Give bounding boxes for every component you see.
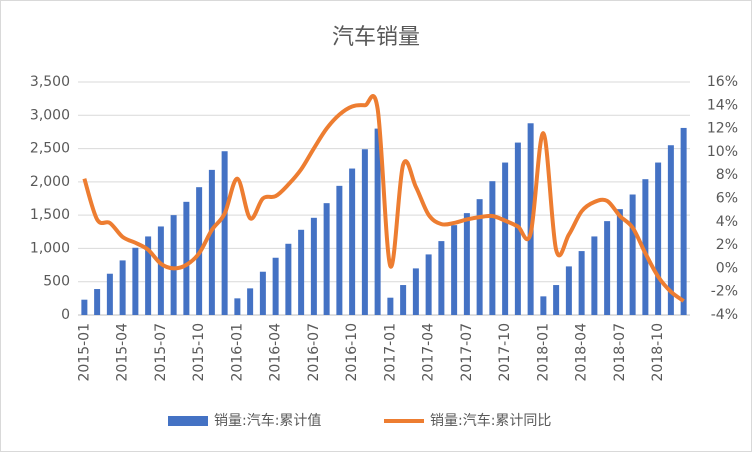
y2-tick-label: 8% bbox=[716, 167, 738, 183]
x-tick-label: 2018-01 bbox=[535, 323, 551, 382]
bar bbox=[425, 254, 432, 315]
bar bbox=[145, 236, 152, 315]
bar bbox=[680, 127, 687, 315]
bar bbox=[502, 162, 509, 315]
bar bbox=[336, 185, 343, 315]
bar bbox=[412, 268, 419, 315]
bar bbox=[451, 225, 458, 315]
y-tick-label: 500 bbox=[43, 274, 70, 290]
bar bbox=[374, 128, 381, 315]
bar bbox=[655, 162, 662, 315]
x-tick-label: 2017-07 bbox=[459, 323, 475, 382]
x-tick-label: 2016-07 bbox=[306, 323, 322, 382]
y-tick-label: 3,500 bbox=[30, 74, 70, 90]
y-tick-label: 1,000 bbox=[30, 240, 70, 256]
legend-label: 销量:汽车:累计同比 bbox=[430, 412, 551, 429]
x-tick-label: 2017-04 bbox=[421, 323, 437, 382]
x-tick-label: 2015-10 bbox=[191, 323, 207, 382]
bar bbox=[604, 221, 611, 315]
x-tick-label: 2017-10 bbox=[497, 323, 513, 382]
y2-tick-label: 4% bbox=[716, 214, 738, 230]
bar bbox=[400, 285, 407, 315]
y-tick-label: 2,500 bbox=[30, 141, 70, 157]
y2-tick-label: -2% bbox=[711, 284, 738, 300]
y-tick-label: 2,000 bbox=[30, 174, 70, 190]
x-tick-label: 2017-01 bbox=[382, 323, 398, 382]
bar bbox=[616, 209, 623, 315]
bar bbox=[119, 260, 126, 315]
y2-tick-label: 14% bbox=[707, 97, 738, 113]
bar bbox=[565, 266, 572, 315]
bar bbox=[157, 226, 164, 315]
bar bbox=[106, 273, 113, 315]
bar bbox=[438, 241, 445, 315]
bar bbox=[361, 149, 368, 315]
bar bbox=[298, 229, 305, 315]
bar bbox=[578, 251, 585, 315]
bar bbox=[132, 247, 139, 315]
bar bbox=[285, 243, 292, 315]
bar bbox=[642, 179, 649, 315]
y2-tick-label: 10% bbox=[707, 144, 738, 160]
x-tick-label: 2016-10 bbox=[344, 323, 360, 382]
bar bbox=[234, 298, 241, 315]
bar bbox=[591, 236, 598, 315]
x-tick-label: 2018-10 bbox=[650, 323, 666, 382]
y2-tick-label: 0% bbox=[716, 260, 738, 276]
bar bbox=[527, 123, 534, 315]
chart-title: 汽车销量 bbox=[332, 25, 420, 50]
y-tick-label: 1,500 bbox=[30, 207, 70, 223]
bar bbox=[247, 288, 254, 315]
y2-tick-label: 12% bbox=[707, 121, 738, 137]
y2-tick-label: 6% bbox=[716, 191, 738, 207]
bar bbox=[540, 296, 547, 315]
bar bbox=[221, 151, 228, 315]
bar bbox=[94, 289, 101, 315]
bar bbox=[310, 217, 317, 315]
bar bbox=[387, 297, 394, 315]
x-tick-label: 2016-01 bbox=[229, 323, 245, 382]
x-tick-label: 2018-04 bbox=[574, 323, 590, 382]
legend-swatch bbox=[168, 416, 208, 426]
x-tick-label: 2015-01 bbox=[76, 323, 92, 382]
bar bbox=[170, 215, 177, 315]
bar bbox=[349, 168, 356, 315]
x-tick-label: 2015-04 bbox=[115, 323, 131, 382]
x-tick-label: 2016-04 bbox=[268, 323, 284, 382]
x-tick-label: 2015-07 bbox=[153, 323, 169, 382]
bar bbox=[208, 169, 215, 315]
bar bbox=[489, 181, 496, 315]
bar bbox=[476, 199, 483, 315]
bar bbox=[463, 213, 470, 315]
bar bbox=[667, 145, 674, 315]
x-tick-label: 2018-07 bbox=[612, 323, 628, 382]
y2-tick-label: 2% bbox=[716, 237, 738, 253]
bar bbox=[272, 257, 279, 315]
bar bbox=[81, 299, 88, 315]
y-tick-label: 3,000 bbox=[30, 107, 70, 123]
bar bbox=[323, 203, 330, 315]
y2-tick-label: -4% bbox=[711, 307, 738, 323]
bar bbox=[259, 271, 266, 315]
bar bbox=[553, 285, 560, 315]
line bbox=[82, 94, 685, 303]
legend-label: 销量:汽车:累计值 bbox=[214, 412, 321, 429]
bar bbox=[629, 194, 636, 315]
bar bbox=[183, 201, 190, 315]
y-tick-label: 0 bbox=[61, 307, 70, 323]
y2-tick-label: 16% bbox=[707, 74, 738, 90]
